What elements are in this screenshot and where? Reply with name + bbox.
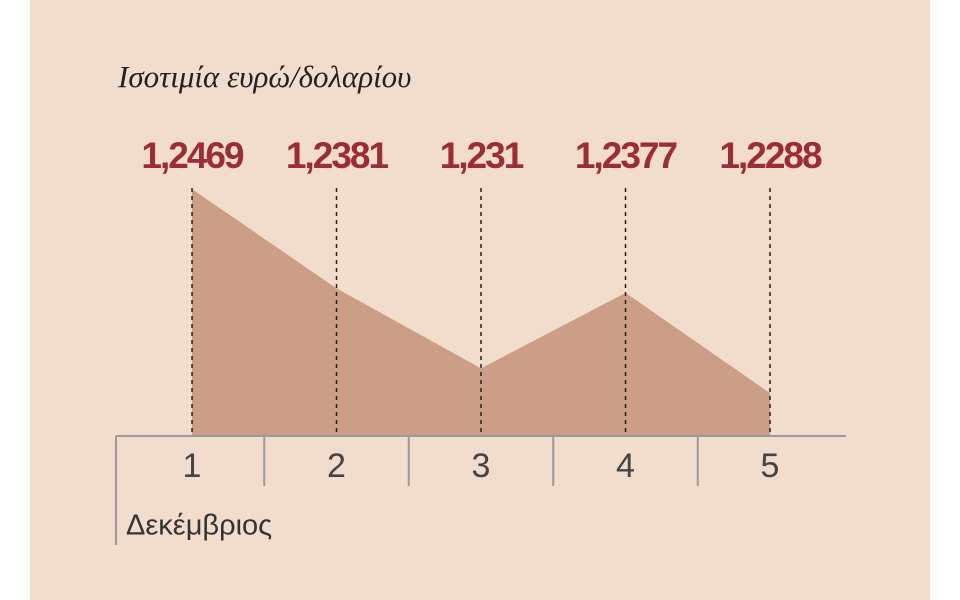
x-tick-label: 3 [472, 447, 491, 485]
value-label: 1,2288 [719, 135, 822, 176]
value-label: 1,2381 [286, 135, 389, 176]
x-tick-label: 4 [616, 447, 635, 485]
x-tick-label: 1 [183, 447, 202, 485]
x-tick-label: 2 [327, 447, 346, 485]
value-label: 1,2377 [575, 135, 677, 176]
x-axis-label: Δεκέμβριος [126, 510, 272, 542]
value-label: 1,2469 [141, 135, 244, 176]
x-tick-label: 5 [761, 447, 780, 485]
panel-background [30, 0, 930, 600]
chart-title: Ισοτιμία ευρώ/δολαρίου [117, 59, 411, 94]
value-label: 1,231 [440, 135, 524, 176]
